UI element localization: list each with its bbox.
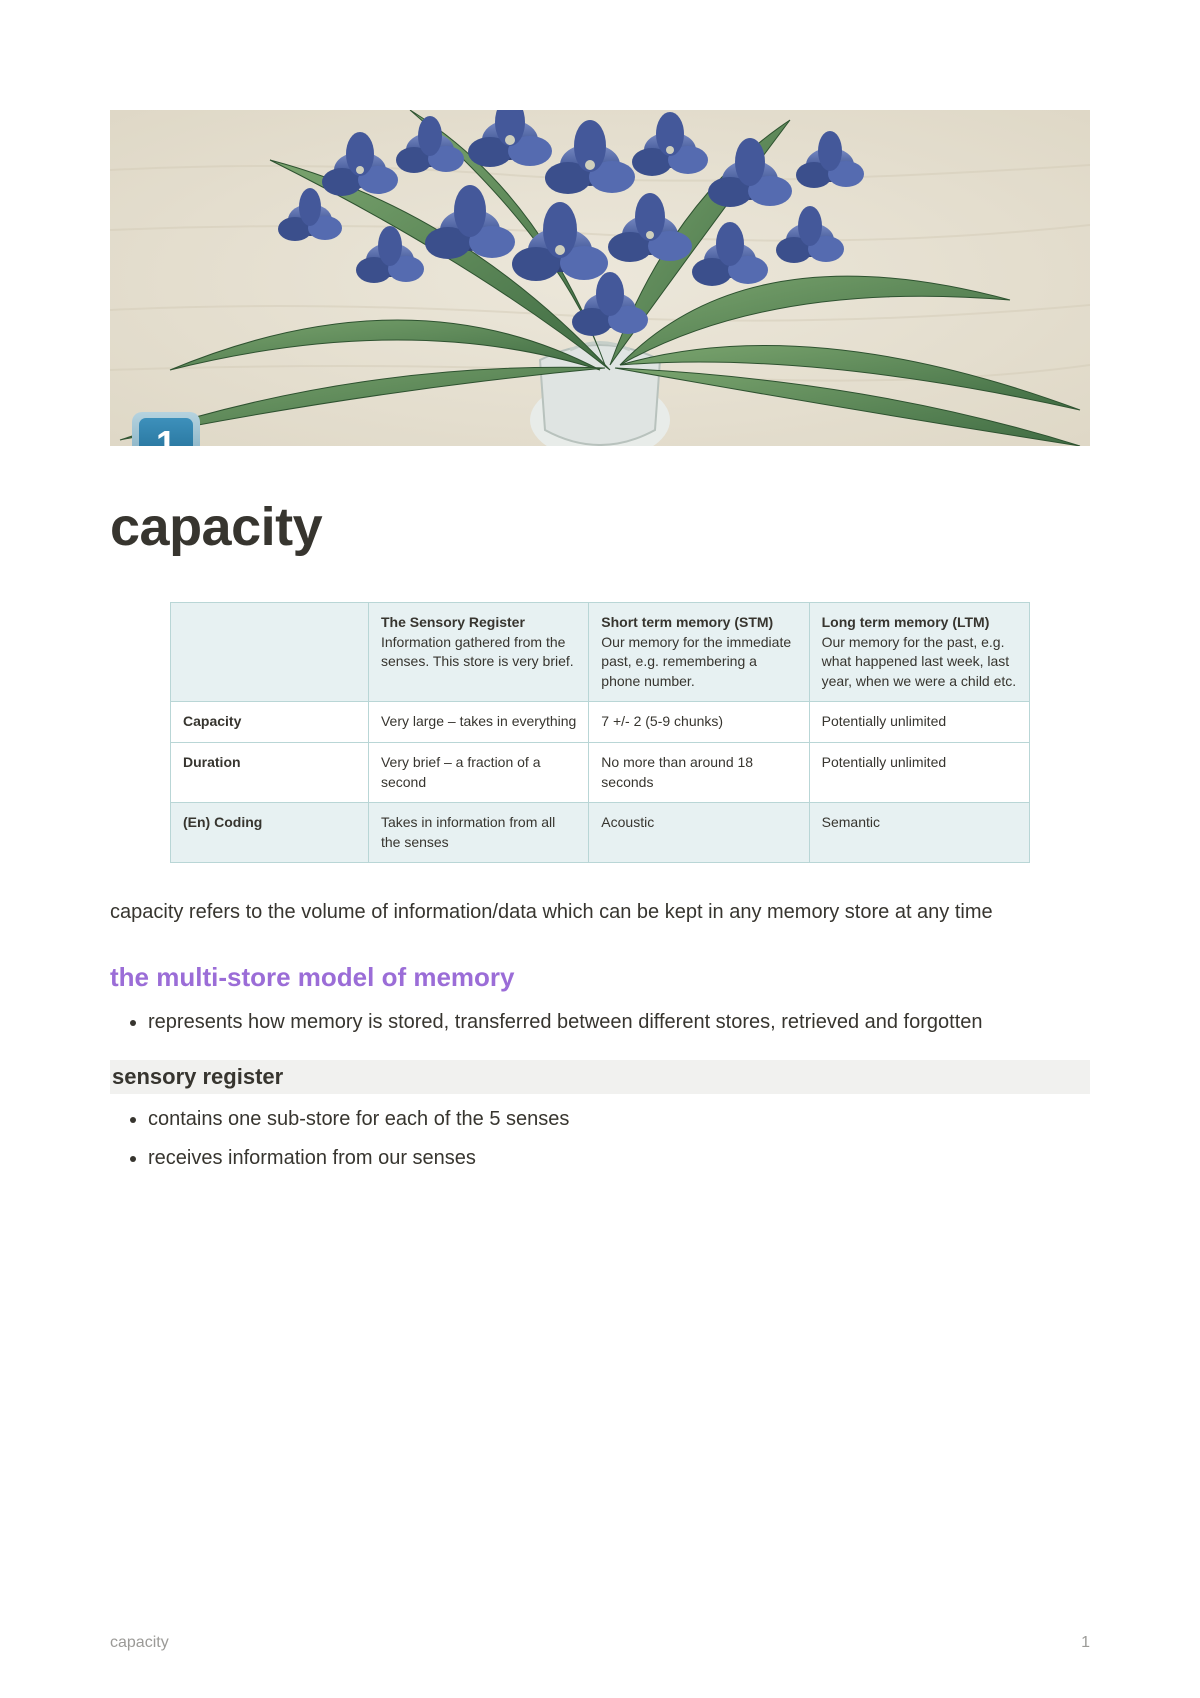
- table-header-cell: [171, 603, 369, 702]
- table-cell: Potentially unlimited: [809, 702, 1029, 743]
- section-heading: the multi-store model of memory: [110, 962, 1090, 993]
- table-cell: 7 +/- 2 (5-9 chunks): [589, 702, 809, 743]
- table-row: Duration Very brief – a fraction of a se…: [171, 742, 1030, 802]
- table-header-row: The Sensory Register Information gathere…: [171, 603, 1030, 702]
- subsection-heading: sensory register: [110, 1060, 1090, 1094]
- table-row-label: Duration: [171, 742, 369, 802]
- list-item: receives information from our senses: [148, 1143, 1090, 1174]
- table-cell: Acoustic: [589, 803, 809, 863]
- page-title: capacity: [110, 496, 1090, 558]
- table-cell: Potentially unlimited: [809, 742, 1029, 802]
- table-header-cell: The Sensory Register Information gathere…: [368, 603, 588, 702]
- hero-image: 1: [110, 110, 1090, 446]
- table-cell: No more than around 18 seconds: [589, 742, 809, 802]
- table-row: (En) Coding Takes in information from al…: [171, 803, 1030, 863]
- section-bullets: represents how memory is stored, transfe…: [110, 1007, 1090, 1038]
- table-header-cell: Long term memory (LTM) Our memory for th…: [809, 603, 1029, 702]
- subsection-bullets: contains one sub-store for each of the 5…: [110, 1104, 1090, 1174]
- table-cell: Very brief – a fraction of a second: [368, 742, 588, 802]
- footer-page-number: 1: [1081, 1634, 1090, 1652]
- page-footer: capacity 1: [110, 1634, 1090, 1652]
- list-item: represents how memory is stored, transfe…: [148, 1007, 1090, 1038]
- table-header-cell: Short term memory (STM) Our memory for t…: [589, 603, 809, 702]
- memory-table: The Sensory Register Information gathere…: [170, 602, 1030, 863]
- body-paragraph: capacity refers to the volume of informa…: [110, 897, 1090, 928]
- footer-title: capacity: [110, 1634, 169, 1652]
- page-icon-label: 1: [156, 423, 176, 446]
- table-cell: Takes in information from all the senses: [368, 803, 588, 863]
- table-row-label: (En) Coding: [171, 803, 369, 863]
- table-row-label: Capacity: [171, 702, 369, 743]
- page-icon: 1: [130, 410, 202, 446]
- table-cell: Semantic: [809, 803, 1029, 863]
- table-row: Capacity Very large – takes in everythin…: [171, 702, 1030, 743]
- table-cell: Very large – takes in everything: [368, 702, 588, 743]
- list-item: contains one sub-store for each of the 5…: [148, 1104, 1090, 1135]
